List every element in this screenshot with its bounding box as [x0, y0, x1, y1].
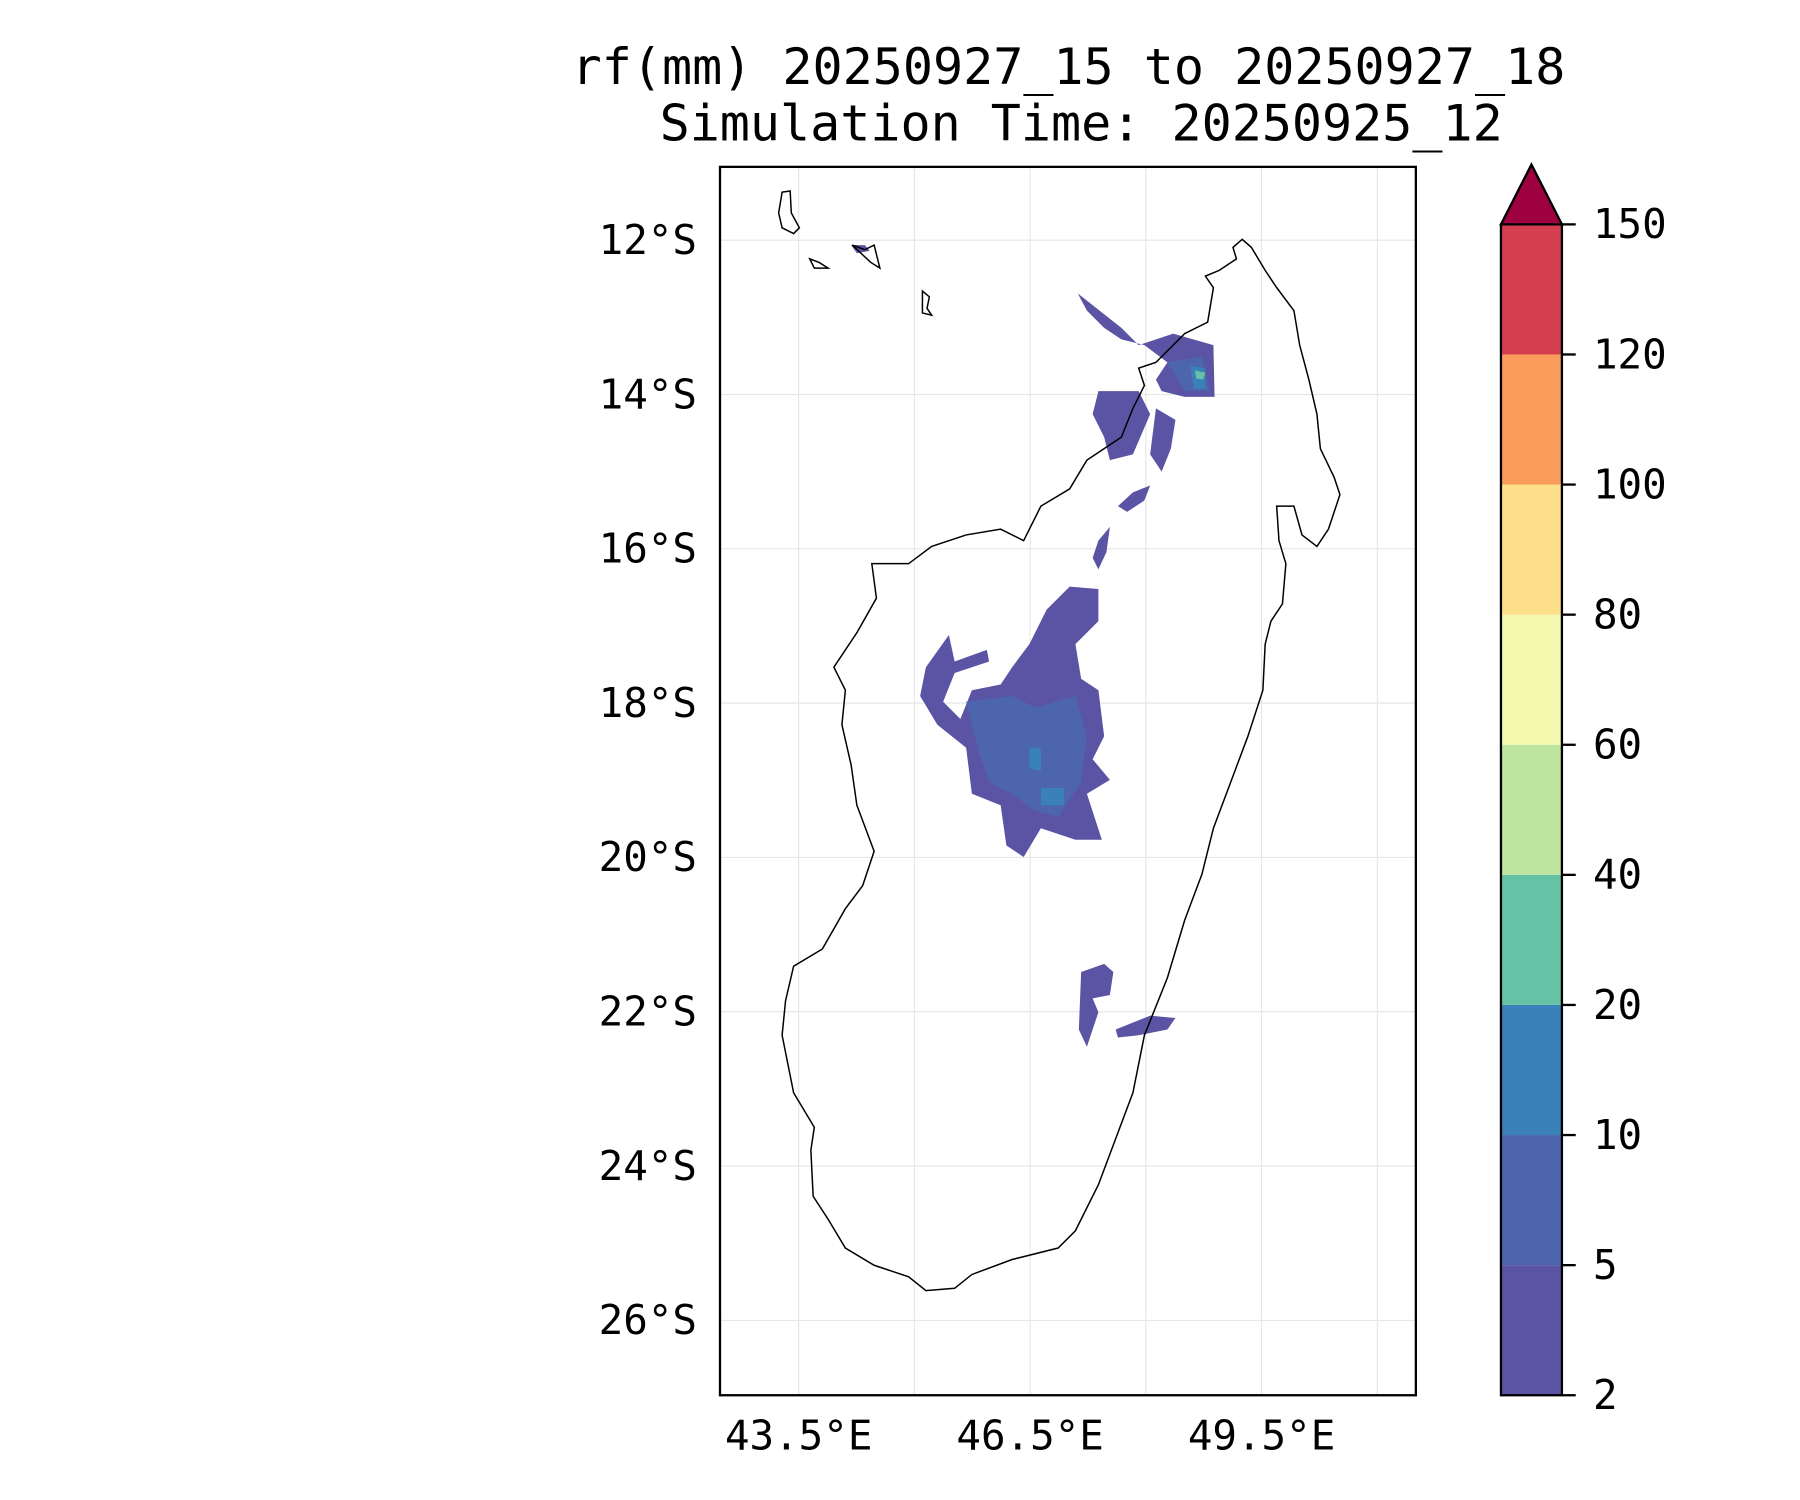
y-tick-label: 16°S: [599, 525, 697, 573]
rainfall-contours: [851, 245, 1215, 1047]
chart-title-line-2: Simulation Time: 20250925_12: [660, 94, 1503, 152]
colorbar-tick-label: 60: [1593, 721, 1642, 769]
rain-contour: [1078, 963, 1114, 1047]
colorbar-tick-label: 40: [1593, 851, 1642, 899]
rain-contour: [1092, 526, 1110, 570]
x-axis-ticks: 43.5°E 46.5°E 49.5°E: [725, 1411, 1335, 1459]
gridlines: [720, 166, 1416, 1396]
madagascar-coastline: [781, 238, 1341, 1292]
comoros-islands: [777, 190, 934, 317]
colorbar-tick-label: 20: [1593, 981, 1642, 1029]
rain-contour: [1092, 391, 1151, 461]
colorbar-tick-label: 80: [1593, 590, 1642, 638]
colorbar-tick-label: 100: [1593, 460, 1667, 508]
plot-frame: [718, 165, 1417, 1397]
chart-title-line-1: rf(mm) 20250927_15 to 20250927_18: [572, 38, 1566, 96]
colorbar-frame: [1499, 224, 1564, 1397]
y-tick-label: 18°S: [599, 679, 697, 727]
colorbar: 2 5 10 20 40 60 80 100 120 150: [1499, 162, 1667, 1419]
rain-contour: [1150, 408, 1176, 472]
y-tick-label: 12°S: [599, 216, 697, 264]
rain-contour: [1195, 370, 1206, 380]
colorbar-tick-label: 2: [1593, 1371, 1618, 1419]
colorbar-segment: [1500, 614, 1562, 745]
x-tick-label: 46.5°E: [956, 1411, 1103, 1459]
rain-contour: [966, 695, 1087, 817]
colorbar-segment: [1500, 1135, 1562, 1266]
y-tick-label: 14°S: [599, 370, 697, 418]
colorbar-segment: [1500, 744, 1562, 875]
y-tick-label: 26°S: [599, 1296, 697, 1344]
colorbar-tick-label: 5: [1593, 1241, 1618, 1289]
rain-contour: [1117, 485, 1151, 512]
colorbar-segment: [1500, 484, 1562, 615]
y-tick-label: 24°S: [599, 1142, 697, 1190]
rain-contour: [1029, 747, 1041, 771]
x-tick-label: 43.5°E: [725, 1411, 872, 1459]
map-plot-area: 43.5°E 46.5°E 49.5°E 12°S 14°S 16°S 18°S 20°S 2…: [599, 165, 1417, 1459]
colorbar-segment: [1500, 1265, 1562, 1396]
y-axis-ticks: 12°S 14°S 16°S 18°S 20°S 22°S 24°S 26°S: [599, 216, 697, 1344]
rain-contour: [1115, 1015, 1176, 1038]
colorbar-segment: [1500, 1004, 1562, 1136]
colorbar-tick-label: 10: [1593, 1111, 1642, 1159]
colorbar-extend-triangle: [1499, 162, 1564, 226]
rain-contour: [1040, 787, 1064, 806]
colorbar-segment: [1500, 224, 1562, 355]
y-tick-label: 20°S: [599, 833, 697, 881]
x-tick-label: 49.5°E: [1188, 1411, 1335, 1459]
colorbar-segment: [1500, 354, 1562, 485]
y-tick-label: 22°S: [599, 988, 697, 1036]
colorbar-tick-label: 120: [1593, 330, 1667, 378]
colorbar-tick-label: 150: [1593, 200, 1667, 248]
colorbar-segment: [1500, 874, 1562, 1005]
